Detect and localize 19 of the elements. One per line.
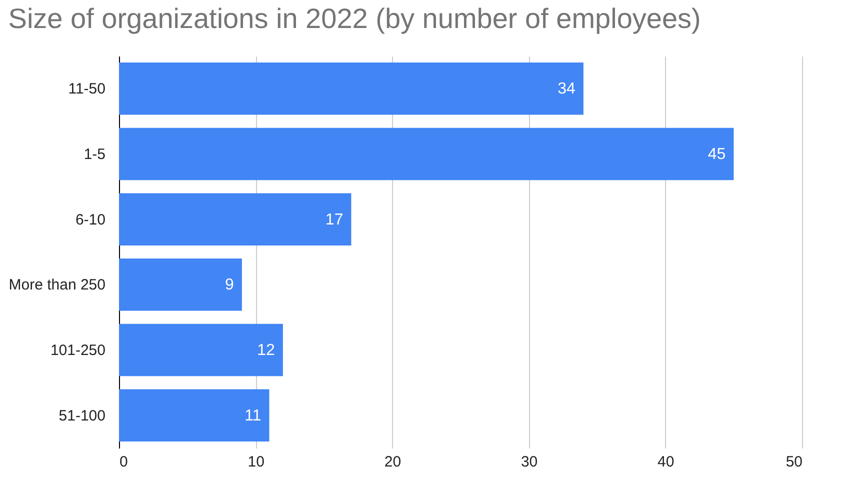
data-label: 11: [244, 407, 262, 424]
x-tick-label: 40: [658, 454, 674, 470]
data-label: 9: [225, 276, 234, 294]
y-tick-label: More than 250: [8, 276, 106, 294]
y-tick-label: 1-5: [84, 146, 106, 163]
x-tick-label: 10: [248, 454, 264, 470]
chart-title: Size of organizations in 2022 (by number of employees): [8, 3, 701, 34]
data-label: 12: [257, 342, 276, 359]
y-tick-label: 51-100: [58, 407, 106, 424]
x-tick-label: 20: [384, 454, 402, 470]
x-tick-label: 30: [520, 454, 538, 470]
y-tick-label: 101-250: [50, 342, 106, 359]
x-tick-label: 50: [786, 454, 802, 470]
y-tick-label: 6-10: [75, 211, 106, 228]
x-tick-label: 0: [120, 454, 128, 470]
y-tick-label: 11-50: [68, 80, 106, 98]
data-label: 17: [325, 211, 344, 228]
data-label: 34: [558, 80, 576, 98]
data-label: 45: [708, 146, 726, 163]
